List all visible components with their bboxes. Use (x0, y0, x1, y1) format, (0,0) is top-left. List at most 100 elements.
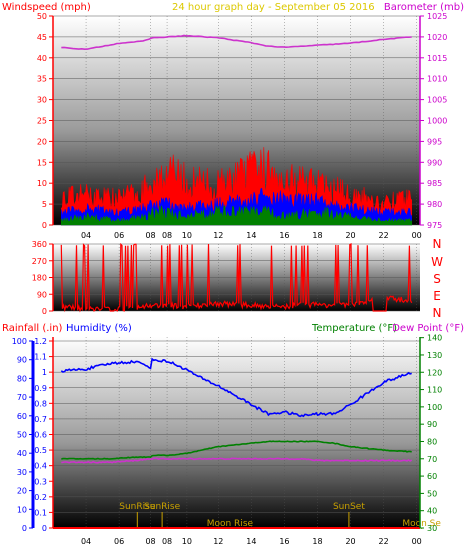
barometer-tick-label: 1020 (427, 33, 447, 42)
barometer-tick-label: 1025 (427, 12, 447, 21)
humidity-tick-label: 10 (17, 505, 27, 514)
windspeed-tick-label: 35 (37, 75, 47, 84)
humidity-series (60, 357, 412, 418)
x-tick-label: 18 (312, 231, 322, 240)
barometer-axis-title: Barometer (mb) (384, 2, 464, 13)
barometer-tick-label: 980 (427, 200, 442, 209)
barometer-tick-label: 975 (427, 221, 442, 230)
rainfall-tick-label: 0.2 (34, 493, 47, 502)
temperature-axis-title: Temperature (°F) (311, 323, 397, 334)
windspeed-tick-label: 10 (37, 179, 47, 188)
compass-label-n: N (433, 306, 442, 320)
windspeed-tick-label: 20 (37, 137, 47, 146)
x-tick-label: 00 (412, 231, 422, 240)
temperature-tick-label: 140 (427, 334, 442, 343)
x-tick-label: 06 (114, 537, 124, 546)
temperature-tick-label: 100 (427, 403, 442, 412)
humidity-tick-label: 20 (17, 487, 27, 496)
windspeed-axis-ticks: 0 5 10 15 20 25 30 35 40 45 50 (37, 12, 53, 230)
direction-tick-label: 90 (37, 290, 47, 299)
windspeed-tick-label: 45 (37, 33, 47, 42)
windspeed-tick-label: 30 (37, 96, 47, 105)
astro-marker-label: Moon Rise (207, 519, 254, 529)
direction-axis-ticks: 0 90 180 270 360 (32, 240, 53, 316)
astro-marker-label: SunRise (144, 502, 181, 512)
windspeed-tick-label: 40 (37, 54, 47, 63)
windspeed-axis-title: Windspeed (mph) (2, 2, 91, 13)
humidity-tick-label: 30 (17, 468, 27, 477)
compass-label-w: W (431, 255, 443, 269)
dewpoint-series (61, 457, 413, 464)
humidity-tick-label: 0 (22, 524, 27, 533)
windspeed-tick-label: 0 (42, 221, 47, 230)
temperature-tick-label: 120 (427, 368, 442, 377)
x-tick-label: 08 (145, 537, 155, 546)
barometer-axis-ticks: 975 980 985 990 995 1000 1005 1010 1015 1020 1025 (420, 12, 447, 230)
direction-tick-label: 360 (32, 240, 47, 249)
barometer-tick-label: 1010 (427, 75, 447, 84)
rainfall-tick-label: 1.1 (34, 353, 47, 362)
temperature-tick-label: 30 (427, 524, 437, 533)
direction-tick-label: 270 (32, 257, 47, 266)
direction-panel-series (60, 242, 413, 313)
rainfall-tick-label: 0.4 (34, 462, 47, 471)
direction-tick-label: 0 (42, 307, 47, 316)
wind-low-series (60, 205, 413, 226)
temperature-tick-label: 80 (427, 437, 437, 446)
windspeed-tick-label: 15 (37, 158, 47, 167)
rainfall-axis-title: Rainfall (.in) (2, 323, 63, 334)
rainfall-tick-label: 0 (42, 524, 47, 533)
x-tick-label: 10 (182, 537, 192, 546)
rainfall-tick-label: 0.5 (34, 446, 47, 455)
rainfall-tick-label: 0.6 (34, 431, 47, 440)
astro-marker-label: SunRise (119, 502, 156, 512)
temperature-tick-label: 90 (427, 420, 437, 429)
windspeed-tick-label: 25 (37, 117, 47, 126)
humidity-tick-label: 90 (17, 356, 27, 365)
x-tick-label: 22 (379, 537, 389, 546)
barometer-tick-label: 990 (427, 158, 442, 167)
x-tick-label: 04 (81, 537, 91, 546)
x-tick-label: 04 (81, 231, 91, 240)
x-tick-label: 00 (412, 537, 422, 546)
graph-title: 24 hour graph day - September 05 2016 (172, 2, 375, 13)
x-tick-label: 10 (182, 231, 192, 240)
x-tick-label: 14 (246, 231, 256, 240)
x-tick-label: 08 (162, 231, 172, 240)
humidity-tick-label: 100 (12, 337, 27, 346)
temperature-tick-label: 110 (427, 386, 442, 395)
rainfall-tick-label: 1 (42, 368, 47, 377)
windspeed-tick-label: 50 (37, 12, 47, 21)
compass-label-e: E (433, 289, 441, 303)
x-tick-label: 14 (246, 537, 256, 546)
direction-tick-label: 180 (32, 274, 47, 283)
climate-panel-series (53, 357, 420, 529)
rainfall-tick-label: 0.7 (34, 415, 47, 424)
wind-panel-series (60, 34, 413, 226)
barometer-tick-label: 1000 (427, 117, 447, 126)
humidity-tick-label: 60 (17, 412, 27, 421)
humidity-axis-ticks: 0 10 20 30 40 50 60 70 80 90 100 (12, 337, 33, 533)
temperature-tick-label: 130 (427, 351, 442, 360)
wind-direction-series (60, 242, 413, 313)
x-tick-label: 08 (162, 537, 172, 546)
climate-panel-x-ticks: 04 06 08 08 10 12 14 16 18 20 22 00 (81, 537, 422, 546)
rainfall-tick-label: 0.3 (34, 477, 47, 486)
humidity-tick-label: 70 (17, 393, 27, 402)
x-tick-label: 22 (379, 231, 389, 240)
temperature-tick-label: 60 (427, 472, 437, 481)
rainfall-tick-label: 0.1 (34, 508, 47, 517)
humidity-tick-label: 40 (17, 449, 27, 458)
x-tick-label: 20 (345, 231, 355, 240)
x-tick-label: 06 (114, 231, 124, 240)
x-tick-label: 08 (145, 231, 155, 240)
barometer-tick-label: 995 (427, 137, 442, 146)
barometer-tick-label: 985 (427, 179, 442, 188)
humidity-tick-label: 80 (17, 374, 27, 383)
wind-panel-x-ticks: 04 06 08 08 10 12 14 16 18 20 22 00 (81, 231, 422, 240)
rainfall-axis-ticks: 0 0.1 0.2 0.3 0.4 0.5 0.6 0.7 0.8 0.9 1 1.1 1.2 (34, 337, 53, 533)
x-tick-label: 16 (279, 231, 289, 240)
barometer-series (61, 34, 412, 51)
